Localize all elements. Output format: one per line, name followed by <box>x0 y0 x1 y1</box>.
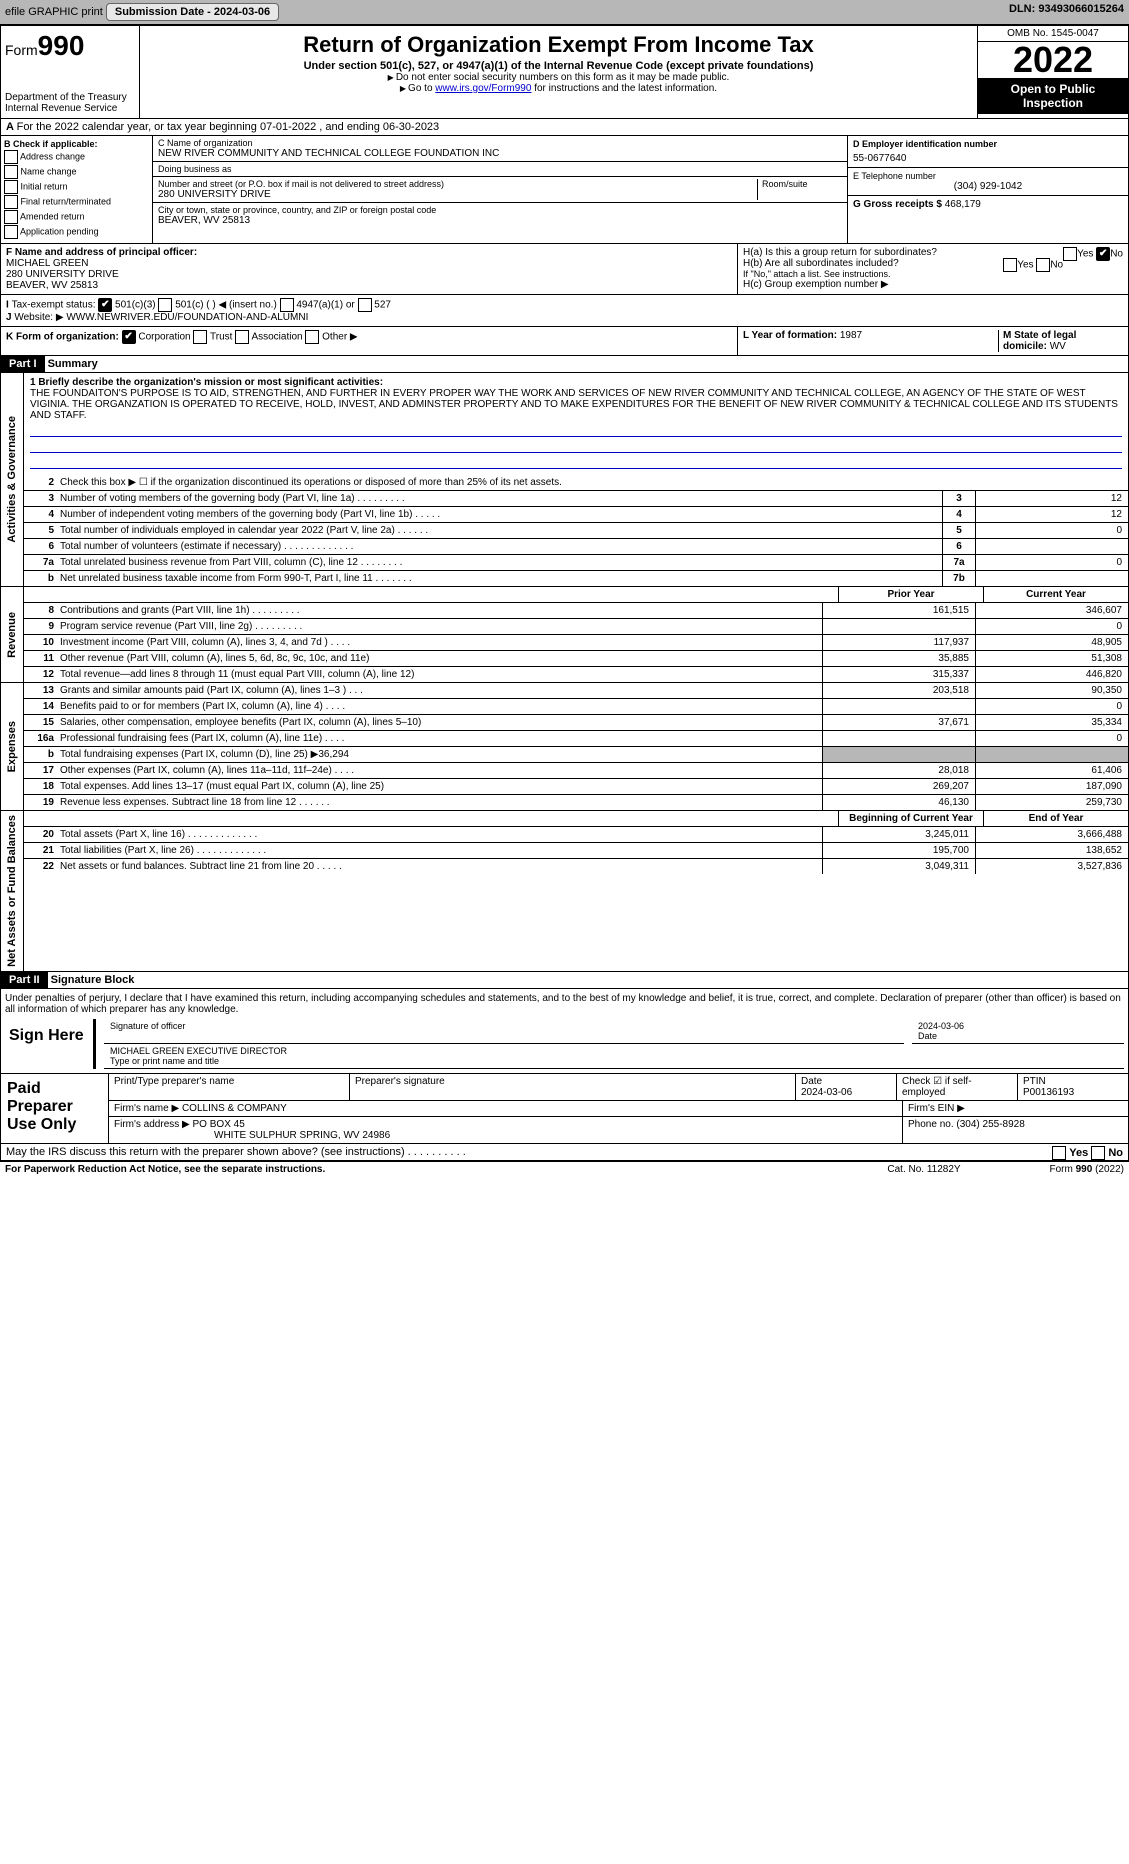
row-klm: K Form of organization: ✔ Corporation Tr… <box>0 327 1129 356</box>
ptin: P00136193 <box>1023 1087 1123 1098</box>
ssn-note: Do not enter social security numbers on … <box>144 72 973 83</box>
chk-amended[interactable]: Amended return <box>4 210 149 224</box>
form-subtitle: Under section 501(c), 527, or 4947(a)(1)… <box>144 60 973 72</box>
line-22: 22Net assets or fund balances. Subtract … <box>24 859 1128 874</box>
state-domicile: WV <box>1050 341 1066 352</box>
line-10: 10Investment income (Part VIII, column (… <box>24 635 1128 651</box>
line-7a: 7aTotal unrelated business revenue from … <box>24 555 1128 571</box>
line-9: 9Program service revenue (Part VIII, lin… <box>24 619 1128 635</box>
chk-final[interactable]: Final return/terminated <box>4 195 149 209</box>
vlabel-revenue: Revenue <box>4 608 20 662</box>
phone: (304) 929-1042 <box>853 181 1123 192</box>
vlabel-expenses: Expenses <box>4 717 20 776</box>
top-bar: efile GRAPHIC print Submission Date - 20… <box>0 0 1129 25</box>
dept-treasury: Department of the Treasury <box>5 92 135 103</box>
line-5: 5Total number of individuals employed in… <box>24 523 1128 539</box>
irs-link[interactable]: www.irs.gov/Form990 <box>435 83 531 94</box>
firm-phone: (304) 255-8928 <box>956 1119 1024 1130</box>
line-b: bTotal fundraising expenses (Part IX, co… <box>24 747 1128 763</box>
section-governance: Activities & Governance 1 Briefly descri… <box>0 373 1129 587</box>
website: WWW.NEWRIVER.EDU/FOUNDATION-AND-ALUMNI <box>66 312 308 323</box>
row-a: A For the 2022 calendar year, or tax yea… <box>0 119 1129 136</box>
signature-declaration: Under penalties of perjury, I declare th… <box>5 993 1124 1015</box>
tax-year: 2022 <box>978 42 1128 78</box>
chk-name[interactable]: Name change <box>4 165 149 179</box>
line-16a: 16aProfessional fundraising fees (Part I… <box>24 731 1128 747</box>
line-3: 3Number of voting members of the governi… <box>24 491 1128 507</box>
line-15: 15Salaries, other compensation, employee… <box>24 715 1128 731</box>
line-6: 6Total number of volunteers (estimate if… <box>24 539 1128 555</box>
vlabel-governance: Activities & Governance <box>4 412 20 547</box>
part1-header: Part I Summary <box>0 356 1129 373</box>
line-2: 2Check this box ▶ ☐ if the organization … <box>24 475 1128 491</box>
col-c: C Name of organizationNEW RIVER COMMUNIT… <box>153 136 848 243</box>
goto-note: Go to www.irs.gov/Form990 for instructio… <box>144 83 973 94</box>
line-19: 19Revenue less expenses. Subtract line 1… <box>24 795 1128 810</box>
subgrid-fh: F Name and address of principal officer:… <box>0 244 1129 295</box>
officer-city: BEAVER, WV 25813 <box>6 280 732 291</box>
line-14: 14Benefits paid to or for members (Part … <box>24 699 1128 715</box>
org-name: NEW RIVER COMMUNITY AND TECHNICAL COLLEG… <box>158 148 842 159</box>
line-4: 4Number of independent voting members of… <box>24 507 1128 523</box>
vlabel-netassets: Net Assets or Fund Balances <box>4 811 20 971</box>
year-formation: 1987 <box>840 330 862 341</box>
line-13: 13Grants and similar amounts paid (Part … <box>24 683 1128 699</box>
line-b: bNet unrelated business taxable income f… <box>24 571 1128 586</box>
form-number: Form990 <box>5 30 135 62</box>
header: Form990 Department of the Treasury Inter… <box>0 25 1129 119</box>
section-expenses: Expenses 13Grants and similar amounts pa… <box>0 683 1129 811</box>
officer-print-name: MICHAEL GREEN EXECUTIVE DIRECTOR <box>110 1046 1118 1056</box>
line-18: 18Total expenses. Add lines 13–17 (must … <box>24 779 1128 795</box>
signature-block: Under penalties of perjury, I declare th… <box>0 989 1129 1074</box>
form-title: Return of Organization Exempt From Incom… <box>144 32 973 58</box>
discuss-row: May the IRS discuss this return with the… <box>0 1144 1129 1161</box>
mission-text: THE FOUNDAITON'S PURPOSE IS TO AID, STRE… <box>30 388 1122 421</box>
line-17: 17Other expenses (Part IX, column (A), l… <box>24 763 1128 779</box>
paid-preparer: Paid Preparer Use Only Print/Type prepar… <box>0 1074 1129 1144</box>
officer-name: MICHAEL GREEN <box>6 258 732 269</box>
footer: For Paperwork Reduction Act Notice, see … <box>0 1161 1129 1177</box>
line-21: 21Total liabilities (Part X, line 26) . … <box>24 843 1128 859</box>
section-netassets: Net Assets or Fund Balances Beginning of… <box>0 811 1129 972</box>
chk-address[interactable]: Address change <box>4 150 149 164</box>
firm-name: COLLINS & COMPANY <box>182 1103 287 1114</box>
city-state-zip: BEAVER, WV 25813 <box>158 215 842 226</box>
line-11: 11Other revenue (Part VIII, column (A), … <box>24 651 1128 667</box>
section-revenue: Revenue Prior YearCurrent Year 8Contribu… <box>0 587 1129 683</box>
submission-date-button[interactable]: Submission Date - 2024-03-06 <box>106 3 279 21</box>
ein: 55-0677640 <box>853 153 1123 164</box>
dln: DLN: 93493066015264 <box>1009 3 1124 15</box>
chk-initial[interactable]: Initial return <box>4 180 149 194</box>
chk-pending[interactable]: Application pending <box>4 225 149 239</box>
col-b: B Check if applicable: Address change Na… <box>1 136 153 243</box>
open-inspection: Open to Public Inspection <box>978 78 1128 114</box>
firm-addr: PO BOX 45 <box>193 1119 245 1130</box>
row-ij: I Tax-exempt status: ✔ 501(c)(3) 501(c) … <box>0 295 1129 327</box>
irs-label: Internal Revenue Service <box>5 103 135 114</box>
col-d: D Employer identification number55-06776… <box>848 136 1128 243</box>
street-address: 280 UNIVERSITY DRIVE <box>158 189 757 200</box>
line-12: 12Total revenue—add lines 8 through 11 (… <box>24 667 1128 682</box>
efile-label: efile GRAPHIC print <box>5 6 103 18</box>
info-grid: B Check if applicable: Address change Na… <box>0 136 1129 244</box>
part2-header: Part II Signature Block <box>0 972 1129 989</box>
officer-addr: 280 UNIVERSITY DRIVE <box>6 269 732 280</box>
sign-here-label: Sign Here <box>5 1019 93 1069</box>
line-20: 20Total assets (Part X, line 16) . . . .… <box>24 827 1128 843</box>
line-8: 8Contributions and grants (Part VIII, li… <box>24 603 1128 619</box>
gross-receipts: 468,179 <box>945 199 981 210</box>
